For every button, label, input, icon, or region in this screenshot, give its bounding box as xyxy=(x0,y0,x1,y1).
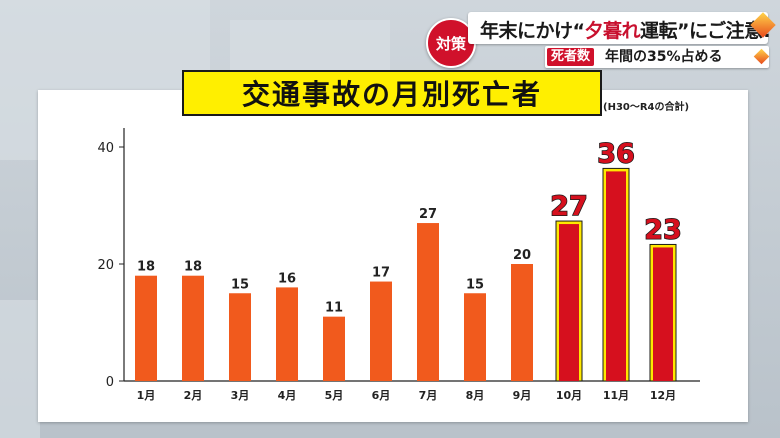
y-tick-label: 20 xyxy=(97,258,114,273)
chart-title: 交通事故の月別死亡者 xyxy=(241,78,542,111)
data-label: 27 xyxy=(419,207,437,222)
bar xyxy=(182,275,204,381)
data-label: 23 xyxy=(644,214,682,245)
data-label: 20 xyxy=(513,248,531,263)
y-tick-label: 0 xyxy=(106,375,114,390)
headline-post: 運転”にご注意! xyxy=(640,20,771,42)
x-tick-label: 1月 xyxy=(137,389,156,402)
bar xyxy=(323,316,345,381)
chart-note: (H30〜R4の合計) xyxy=(603,102,690,113)
bars xyxy=(135,167,677,382)
bar xyxy=(559,224,579,381)
bar xyxy=(464,293,486,381)
headline-pre: 年末にかけ“ xyxy=(480,20,585,42)
x-tick-label: 12月 xyxy=(650,389,676,402)
x-tick-label: 2月 xyxy=(184,389,203,402)
data-label: 15 xyxy=(231,277,249,292)
data-label: 18 xyxy=(137,260,155,275)
data-label: 15 xyxy=(466,277,484,292)
x-tick-label: 9月 xyxy=(513,389,532,402)
bar xyxy=(135,275,157,381)
data-label: 27 xyxy=(550,191,588,222)
data-label: 17 xyxy=(372,266,390,281)
data-labels: 18 18 15 16 11 17 27 15 20 27 36 23 xyxy=(137,138,683,316)
x-tick-label: 5月 xyxy=(325,389,344,402)
bar xyxy=(653,247,673,381)
y-ticks: 0 20 40 xyxy=(97,141,124,390)
x-tick-label: 10月 xyxy=(556,389,582,402)
data-label: 18 xyxy=(184,260,202,275)
x-tick-label: 3月 xyxy=(231,389,250,402)
bar xyxy=(229,293,251,381)
x-tick-label: 4月 xyxy=(278,389,297,402)
x-tick-label: 6月 xyxy=(372,389,391,402)
x-tick-label: 11月 xyxy=(603,389,629,402)
headline-emphasis: 夕暮れ xyxy=(584,20,641,42)
sub-text: 年間の35%占める xyxy=(605,49,723,65)
chart-title-box: 交通事故の月別死亡者 xyxy=(182,70,602,116)
data-label: 36 xyxy=(597,138,635,169)
taisaku-badge-label: 対策 xyxy=(435,34,466,53)
data-label: 11 xyxy=(325,301,343,316)
x-ticks: 1月 2月 3月 4月 5月 6月 7月 8月 9月 10月 11月 12月 xyxy=(137,389,676,402)
headline-banner: 年末にかけ“夕暮れ運転”にご注意! xyxy=(468,12,771,44)
data-label: 16 xyxy=(278,271,296,286)
headline-text: 年末にかけ“夕暮れ運転”にご注意! xyxy=(480,16,771,43)
y-tick-label: 40 xyxy=(97,141,114,156)
sub-tag: 死者数 xyxy=(547,48,595,66)
bar xyxy=(276,287,298,381)
sub-banner: 死者数 年間の35%占める xyxy=(545,46,769,68)
bar xyxy=(370,281,392,381)
x-tick-label: 8月 xyxy=(466,389,485,402)
bar xyxy=(606,171,626,381)
bar xyxy=(511,264,533,381)
x-tick-label: 7月 xyxy=(419,389,438,402)
bar xyxy=(417,223,439,381)
